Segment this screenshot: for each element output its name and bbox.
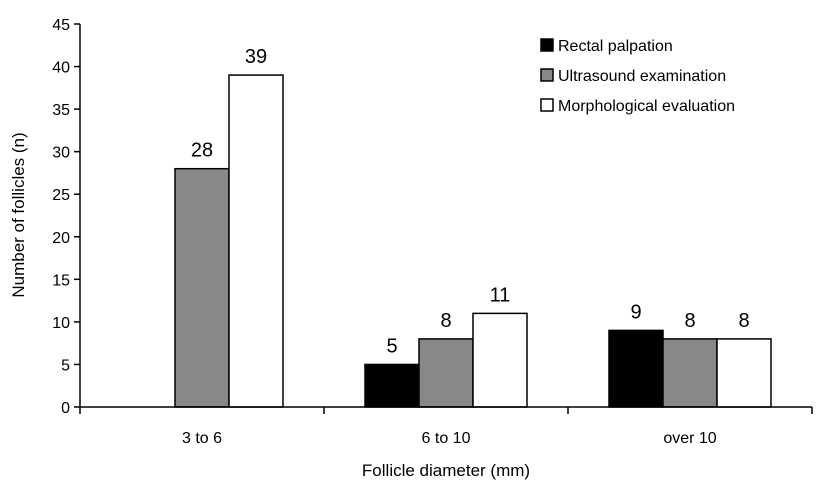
data-label: 8 [738,310,749,332]
legend: Rectal palpation Ultrasound examination Mo… [540,38,735,115]
x-axis-label: Follicle diameter (mm) [362,461,530,480]
bar [662,338,718,408]
legend-label: Rectal palpation [558,38,673,55]
data-label: 28 [191,140,213,162]
bar [228,74,284,408]
legend-label: Ultrasound examination [558,68,726,85]
bar [364,363,420,408]
y-tick-label: 25 [52,187,70,204]
bar [472,312,528,408]
legend-swatch [540,98,554,112]
y-tick-label: 45 [52,17,70,34]
bar [174,167,230,408]
bar [608,329,664,408]
y-tick-label: 15 [52,272,70,289]
data-label: 9 [630,301,641,323]
data-label: 11 [490,284,511,306]
legend-swatch [540,68,554,82]
y-tick-label: 20 [52,230,70,247]
y-tick-label: 35 [52,102,70,119]
bar [418,338,474,408]
y-tick-label: 0 [61,400,70,417]
legend-label: Morphological evaluation [558,98,735,115]
legend-swatch [540,38,554,52]
bar [716,338,772,408]
y-tick-label: 5 [61,357,70,374]
y-tick-label: 30 [52,145,70,162]
y-tick-label: 40 [52,60,70,77]
data-label: 8 [684,310,695,332]
data-label: 39 [245,46,267,68]
x-tick-label: over 10 [663,430,716,447]
y-axis-label: Number of follicles (n) [9,132,28,297]
data-label: 5 [386,335,397,357]
x-tick-label: 6 to 10 [422,430,471,447]
data-label: 8 [440,310,451,332]
y-tick-label: 10 [52,315,70,332]
x-tick-label: 3 to 6 [182,430,222,447]
